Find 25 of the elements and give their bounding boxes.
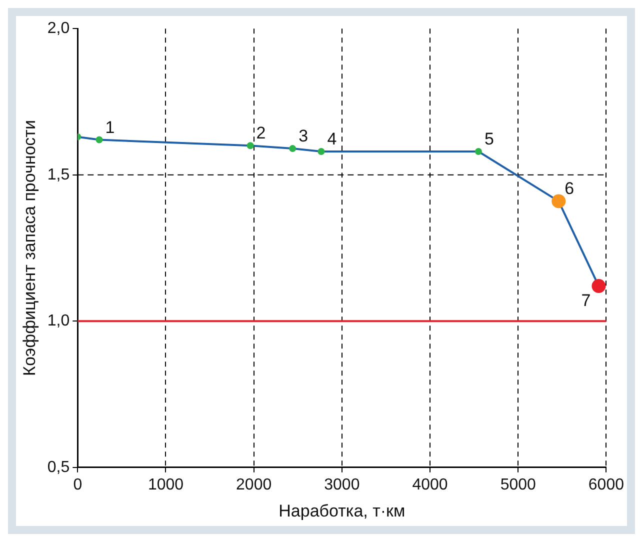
annotation: 6 [564,179,574,198]
x-tick-label: 6000 [588,476,624,494]
point [474,148,482,155]
x-tick-label: 3000 [324,476,360,494]
x-tick-label: 2000 [236,476,272,494]
y-axis-title: Коэффициент запаса прочности [20,120,39,376]
annotation: 5 [484,129,494,148]
y-tick-label: 1,0 [47,312,70,330]
annotation: 2 [256,124,266,143]
point [96,136,103,144]
point [318,148,325,155]
x-axis-title: Наработка, т·км [278,501,406,520]
x-tick-label: 0 [73,476,82,494]
y-tick-label: 1,5 [47,166,70,184]
x-tick-label: 5000 [500,476,536,494]
x-tick-label: 4000 [412,476,448,494]
annotation: 3 [298,126,308,146]
y-tick-label: 2,0 [47,20,70,38]
annotation: 4 [327,129,337,148]
x-tick-label: 1000 [148,476,184,494]
annotation: 7 [581,291,591,310]
point [246,142,254,150]
point [289,145,296,152]
y-tick-label: 0,5 [47,458,70,476]
annotation: 1 [105,118,115,137]
